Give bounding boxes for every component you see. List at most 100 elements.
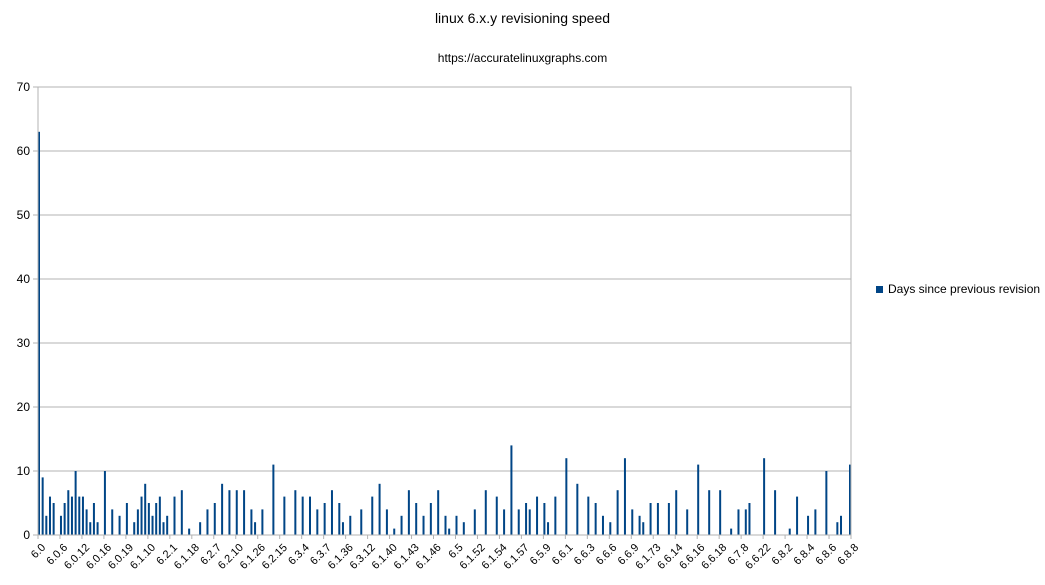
bar [543, 503, 546, 535]
x-tick-label: 6.6.18 [699, 542, 729, 572]
bar [272, 464, 275, 535]
bar [63, 503, 66, 535]
legend: Days since previous revision [876, 282, 1040, 296]
bar [763, 458, 766, 535]
bar [400, 515, 403, 535]
bar [807, 515, 810, 535]
bar [849, 464, 851, 535]
bar [378, 483, 381, 535]
x-tick-label: 6.1.57 [502, 542, 532, 572]
bar [67, 490, 70, 535]
bar [708, 490, 711, 535]
bar [158, 496, 161, 535]
bar [825, 471, 828, 535]
bar [510, 445, 513, 535]
legend-swatch [876, 285, 883, 293]
bar [330, 490, 333, 535]
bar [228, 490, 231, 535]
bars [38, 131, 851, 536]
bar [415, 503, 418, 535]
bar [623, 458, 626, 535]
bar [495, 496, 498, 535]
bar [74, 471, 77, 535]
bar [48, 496, 51, 535]
bar [748, 503, 751, 535]
bar [323, 503, 326, 535]
bar [173, 496, 176, 535]
bar [283, 496, 286, 535]
y-tick-label: 30 [17, 336, 31, 350]
bar [429, 503, 432, 535]
bar [788, 528, 791, 535]
bar [814, 509, 817, 535]
bar [118, 515, 121, 535]
bar [609, 522, 612, 535]
bar [473, 509, 476, 535]
bar [85, 509, 88, 535]
bar [188, 528, 191, 535]
bar [243, 490, 246, 535]
bar [309, 496, 311, 535]
bar [525, 503, 528, 535]
bar [59, 515, 62, 535]
bar [162, 522, 165, 535]
bar [151, 515, 154, 535]
bar [155, 503, 158, 535]
bar [536, 496, 539, 535]
bar [371, 496, 374, 535]
x-tick-label: 6.8.2 [770, 542, 796, 568]
bar [444, 515, 447, 535]
bar [437, 490, 440, 535]
y-tick-label: 20 [17, 400, 31, 414]
x-tick-label: 6.6.6 [594, 542, 620, 568]
x-tick-label: 6.6.3 [572, 542, 598, 568]
x-tick-label: 6.3.4 [286, 542, 312, 568]
bar [125, 503, 128, 535]
bar [250, 509, 253, 535]
bar [385, 509, 388, 535]
x-tick-label: 6.8.6 [813, 542, 839, 568]
bar [235, 490, 238, 535]
bar [92, 503, 95, 535]
bar [719, 490, 722, 535]
bar [554, 496, 557, 535]
x-tick-label: 6.2.15 [260, 542, 290, 572]
bar [147, 503, 150, 535]
bar [730, 528, 733, 535]
bar [70, 496, 73, 535]
bar [341, 522, 344, 535]
bar [484, 490, 487, 535]
chart-subtitle: https://accuratelinuxgraphs.com [437, 51, 608, 65]
x-tick-label: 6.8.8 [835, 542, 861, 568]
legend-label: Days since previous revision [888, 282, 1041, 296]
bar [206, 509, 209, 535]
bar [462, 522, 465, 535]
bar [301, 496, 304, 535]
bar [407, 490, 410, 535]
x-tick-label: 6.6.1 [550, 542, 576, 568]
bar [840, 515, 843, 535]
bar [448, 528, 451, 535]
bar [180, 490, 183, 535]
bar [744, 509, 747, 535]
bar [338, 503, 341, 535]
y-tick-label: 0 [23, 528, 30, 542]
bar [316, 509, 319, 535]
bar [103, 471, 106, 535]
bar [796, 496, 799, 535]
bar [41, 477, 44, 535]
x-tick-label: 6.6.22 [743, 542, 773, 572]
bar [594, 503, 597, 535]
bar [565, 458, 568, 535]
chart-title: linux 6.x.y revisioning speed [434, 10, 611, 26]
y-tick-label: 40 [17, 272, 31, 286]
bar [601, 515, 604, 535]
bar [52, 503, 55, 535]
bar [686, 509, 689, 535]
bar [547, 522, 550, 535]
bar [199, 522, 202, 535]
bar [221, 483, 224, 535]
x-tick-label: 6.1.10 [128, 542, 158, 572]
bar [81, 496, 84, 535]
bar [517, 509, 520, 535]
